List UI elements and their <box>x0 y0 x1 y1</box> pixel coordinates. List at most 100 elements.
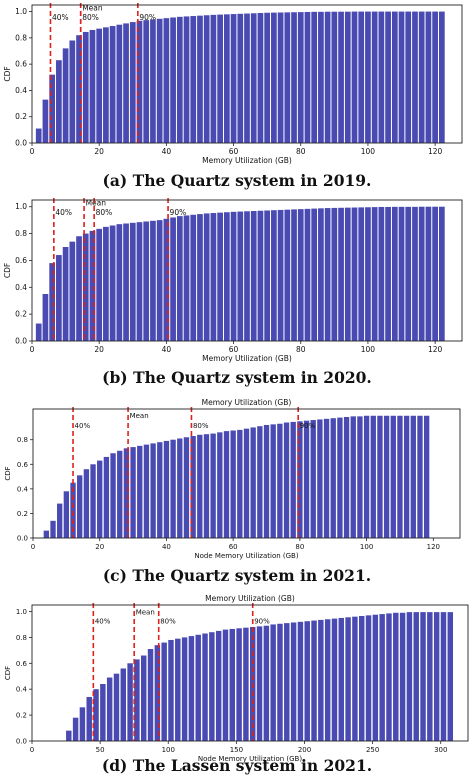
caption-text: The Lassen system in 2021. <box>132 756 373 775</box>
x-tick-label: 100 <box>360 543 373 551</box>
bar <box>49 74 56 143</box>
bar <box>304 621 310 741</box>
axes-frame <box>31 604 469 742</box>
bar <box>297 421 303 538</box>
bar <box>113 673 120 741</box>
bar <box>42 99 49 143</box>
y-tick-label: 0.2 <box>15 310 27 319</box>
bars <box>43 415 430 538</box>
marker-label: 90% <box>254 618 270 626</box>
bar <box>271 210 277 341</box>
bar <box>351 11 358 143</box>
bar <box>391 206 398 341</box>
bar <box>143 221 150 341</box>
bar <box>116 224 123 341</box>
bar <box>417 415 423 538</box>
caption-label: (b) <box>102 368 128 387</box>
caption-b: (b) The Quartz system in 2020. <box>0 368 474 387</box>
y-tick-label: 0.6 <box>15 256 27 265</box>
caption-c: (c) The Quartz system in 2021. <box>0 566 474 585</box>
bar <box>229 628 236 741</box>
bar <box>432 11 438 143</box>
x-axis-label: Memory Utilization (GB) <box>202 156 292 165</box>
y-tick-label: 0.2 <box>17 510 28 518</box>
bar <box>324 11 331 144</box>
bar <box>103 226 109 341</box>
y-tick-label: 0.2 <box>16 712 27 720</box>
y-tick-label: 1.0 <box>15 202 27 211</box>
bar <box>35 323 42 341</box>
y-tick-label: 0.4 <box>17 485 29 493</box>
bar <box>190 214 197 341</box>
bar <box>390 415 396 538</box>
x-tick-label: 0 <box>30 345 35 354</box>
bar <box>297 12 304 143</box>
bar <box>438 206 445 341</box>
bar <box>168 639 174 741</box>
bar <box>117 450 123 538</box>
bar <box>330 418 336 538</box>
bar <box>399 612 406 741</box>
bar <box>385 206 391 341</box>
bar <box>109 225 116 341</box>
bars <box>66 612 454 741</box>
bar <box>106 677 113 741</box>
chart-c: 40% Mean 80% 90% 0 20 40 60 80 100 120 0.0 0.2 0.4 0.6… <box>4 398 461 560</box>
marker-label: 90% <box>300 422 316 430</box>
bar <box>203 434 210 538</box>
y-tick-label: 0.6 <box>16 660 28 668</box>
caption-label: (c) <box>102 566 127 585</box>
bar <box>372 614 379 741</box>
bar <box>257 13 264 143</box>
bar <box>337 417 343 538</box>
bar <box>136 222 143 341</box>
bar <box>197 15 203 143</box>
bar <box>223 212 230 341</box>
bar <box>210 213 217 341</box>
bar <box>89 29 96 143</box>
bar <box>318 619 324 741</box>
bar <box>283 422 290 538</box>
chart-d: 40% Mean 80% 90% 0 50 100 150 200 250 300 0.0 0.2 0.4… <box>4 594 469 763</box>
y-tick-label: 0.8 <box>15 33 27 42</box>
chart-panel-c: 40% Mean 80% 90% 0 20 40 60 80 100 120 0.0 0.2 0.4 0.6… <box>0 394 474 592</box>
bar <box>57 503 63 538</box>
bar <box>257 426 263 538</box>
bar <box>190 436 196 538</box>
marker-label: Mean <box>136 608 155 616</box>
bar <box>96 228 103 341</box>
bar <box>163 440 170 538</box>
bar <box>290 622 297 741</box>
x-axis-label: Memory Utilization (GB) <box>202 354 292 363</box>
bar <box>130 447 136 538</box>
chart-panel-d: 40% Mean 80% 90% 0 50 100 150 200 250 300 0.0 0.2 0.4… <box>0 592 474 783</box>
bar <box>357 416 363 538</box>
y-tick-label: 0.8 <box>16 634 27 642</box>
bar <box>83 469 90 538</box>
bar <box>143 444 150 538</box>
x-tick-label: 120 <box>428 345 443 354</box>
bar <box>412 206 418 341</box>
marker-label: Mean <box>82 4 103 13</box>
bar <box>378 11 385 143</box>
bar <box>123 23 129 143</box>
bar <box>116 24 123 143</box>
bar <box>365 207 371 341</box>
y-axis-label: CDF <box>3 66 12 81</box>
chart-panel-b: 40% Mean 80% 90% 0 20 40 60 80 100 120 0.0 0.2 0.4 0.6… <box>0 196 474 394</box>
marker-label: 40% <box>52 13 69 22</box>
bar <box>62 48 69 144</box>
bar <box>331 618 338 741</box>
bar <box>412 11 418 143</box>
bar <box>143 20 150 143</box>
bar <box>79 707 86 741</box>
bar <box>109 26 116 144</box>
marker-label: 80% <box>82 13 99 22</box>
marker-label: 80% <box>160 618 176 626</box>
marker-label: 90% <box>170 208 187 217</box>
bar <box>197 214 203 341</box>
bar <box>318 208 324 341</box>
x-tick-label: 0 <box>30 746 34 754</box>
bar <box>311 11 318 143</box>
bar <box>217 432 223 538</box>
